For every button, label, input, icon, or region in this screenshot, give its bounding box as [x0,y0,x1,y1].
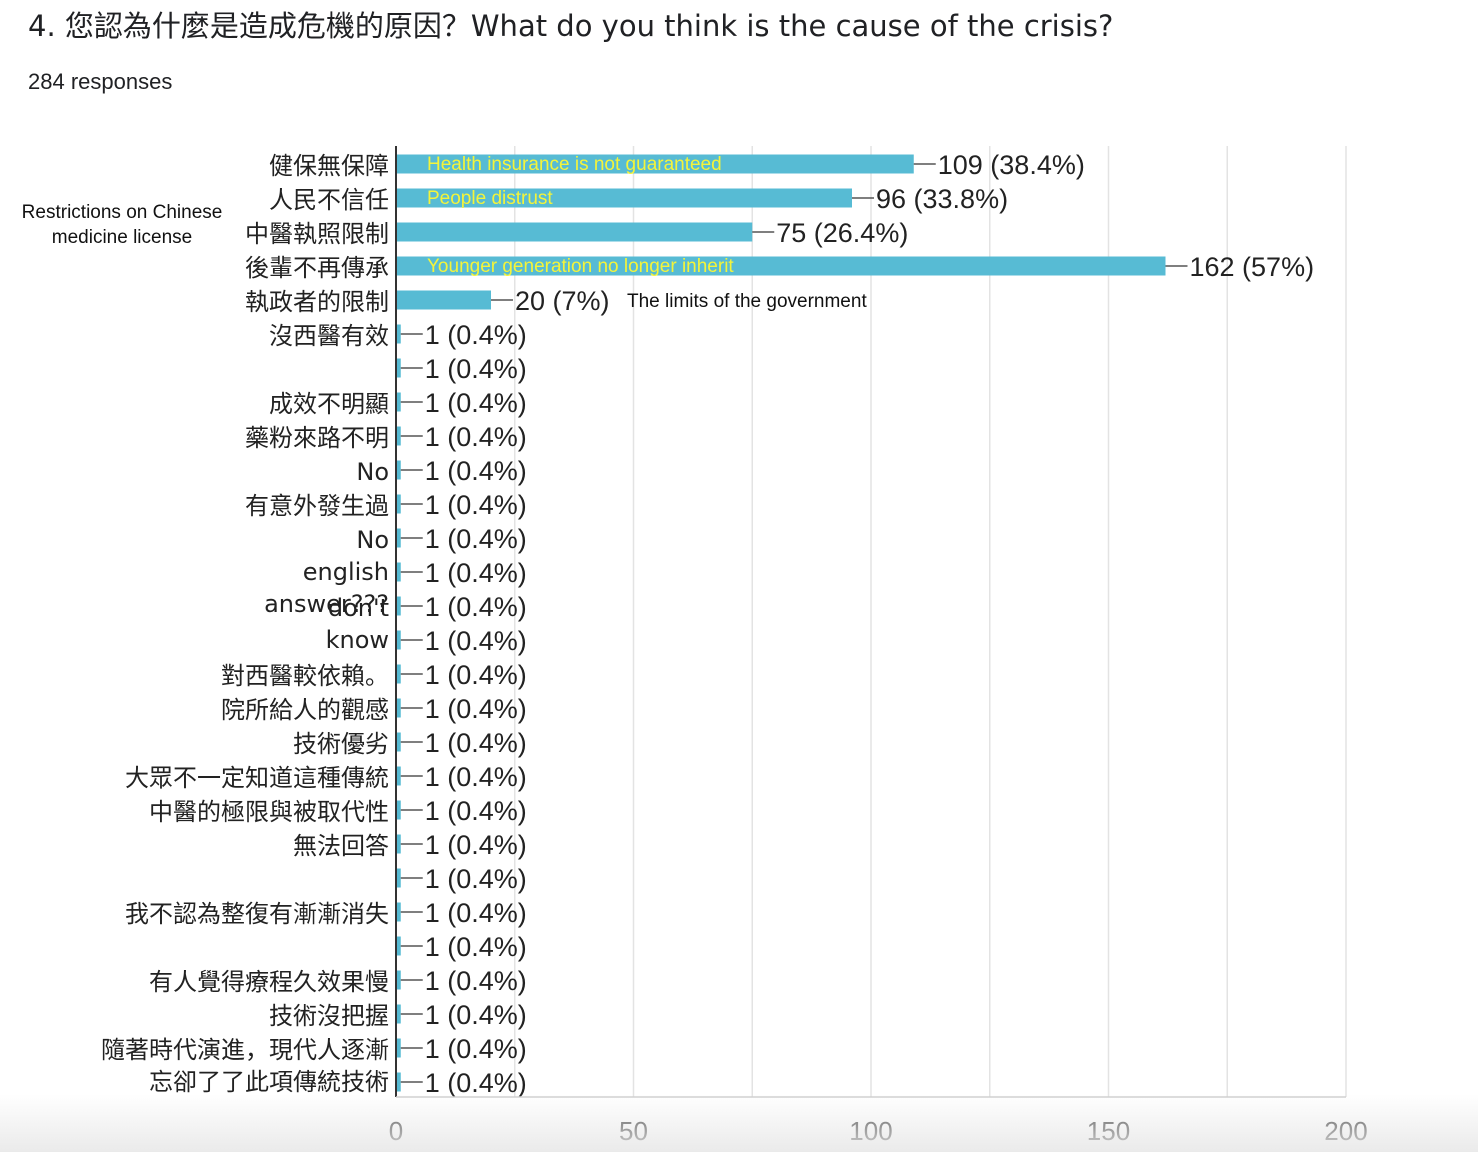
category-label: 對西醫較依賴。 [221,662,389,690]
bar [396,630,401,650]
category-label: 院所給人的觀感 [221,696,389,724]
question-title: 4. 您認為什麼是造成危機的原因？What do you think is th… [28,9,1114,43]
value-label: 109 (38.4%) [938,150,1085,180]
value-label: 1 (0.4%) [425,796,527,826]
bar [396,766,401,786]
category-label: answer??? [264,590,389,618]
x-tick-label: 150 [1087,1116,1130,1146]
category-label: 藥粉來路不明 [245,424,389,452]
category-label: 無法回答 [293,832,389,860]
bar [396,460,401,480]
value-label: 1 (0.4%) [425,456,527,486]
bar [396,324,401,344]
value-label: 1 (0.4%) [425,932,527,962]
bar [396,1038,401,1058]
value-label: 1 (0.4%) [425,626,527,656]
bar [396,290,491,310]
value-label: 1 (0.4%) [425,830,527,860]
x-tick-label: 0 [389,1116,403,1146]
value-label: 1 (0.4%) [425,966,527,996]
government-annotation: The limits of the government [627,291,867,312]
value-label: 1 (0.4%) [425,864,527,894]
bar [396,1072,401,1092]
bar [396,596,401,616]
value-label: 1 (0.4%) [425,728,527,758]
category-label: 大眾不一定知道這種傳統 [125,764,389,792]
x-tick-label: 100 [849,1116,892,1146]
value-label: 1 (0.4%) [425,592,527,622]
category-label: No [356,526,389,554]
value-label: 1 (0.4%) [425,660,527,690]
bar [396,188,852,208]
bar [396,834,401,854]
category-label: 中醫的極限與被取代性 [149,798,389,826]
category-label: 技術沒把握 [269,1002,389,1030]
bar [396,698,401,718]
license-annotation: Restrictions on Chinese [22,202,223,223]
category-label: 中醫執照限制 [245,220,389,248]
bar [396,562,401,582]
value-label: 1 (0.4%) [425,1068,527,1098]
value-label: 1 (0.4%) [425,1034,527,1064]
category-label: 後輩不再傳承 [245,254,389,282]
category-label: 我不認為整復有漸漸消失 [125,900,389,928]
bar [396,732,401,752]
category-label: 健保無保障 [269,152,389,180]
value-label: 1 (0.4%) [425,762,527,792]
value-label: 1 (0.4%) [425,422,527,452]
license-annotation: medicine license [52,227,192,248]
category-label: don't [328,594,389,622]
bar [396,528,401,548]
category-label: 人民不信任 [269,186,389,214]
category-label: 成效不明顯 [269,390,389,418]
value-label: 1 (0.4%) [425,694,527,724]
bar [396,154,914,174]
category-label: 隨著時代演進，現代人逐漸 [101,1036,389,1064]
bar-annotation: People distrust [427,188,553,209]
x-tick-label: 200 [1324,1116,1367,1146]
bar [396,1004,401,1024]
bar [396,494,401,514]
value-label: 1 (0.4%) [425,320,527,350]
category-label: know [326,626,389,654]
category-label: 執政者的限制 [245,288,389,316]
bar [396,800,401,820]
value-label: 1 (0.4%) [425,558,527,588]
category-label: 技術優劣 [293,730,389,758]
value-label: 20 (7%) [515,286,610,316]
x-tick-label: 50 [619,1116,648,1146]
category-label: 忘卻了了此項傳統技術 [149,1068,389,1096]
value-label: 162 (57%) [1190,252,1315,282]
category-label: 沒西醫有效 [269,322,389,350]
value-label: 1 (0.4%) [425,524,527,554]
bar [396,392,401,412]
bar [396,222,753,242]
bar [396,426,401,446]
value-label: 1 (0.4%) [425,354,527,384]
bar-annotation: Health insurance is not guaranteed [427,154,722,175]
bar [396,664,401,684]
value-label: 1 (0.4%) [425,1000,527,1030]
value-label: 96 (33.8%) [876,184,1008,214]
bar-annotation: Younger generation no longer inherit [427,256,734,277]
bar [396,868,401,888]
bar [396,902,401,922]
category-label: 有意外發生過 [245,492,389,520]
value-label: 1 (0.4%) [425,388,527,418]
category-label: english [303,558,389,586]
bar [396,256,1166,276]
category-label: 有人覺得療程久效果慢 [149,968,389,996]
response-count: 284 responses [28,69,173,94]
value-label: 1 (0.4%) [425,490,527,520]
bar [396,936,401,956]
value-label: 75 (26.4%) [776,218,908,248]
value-label: 1 (0.4%) [425,898,527,928]
category-label: No [356,458,389,486]
bar [396,358,401,378]
bar [396,970,401,990]
